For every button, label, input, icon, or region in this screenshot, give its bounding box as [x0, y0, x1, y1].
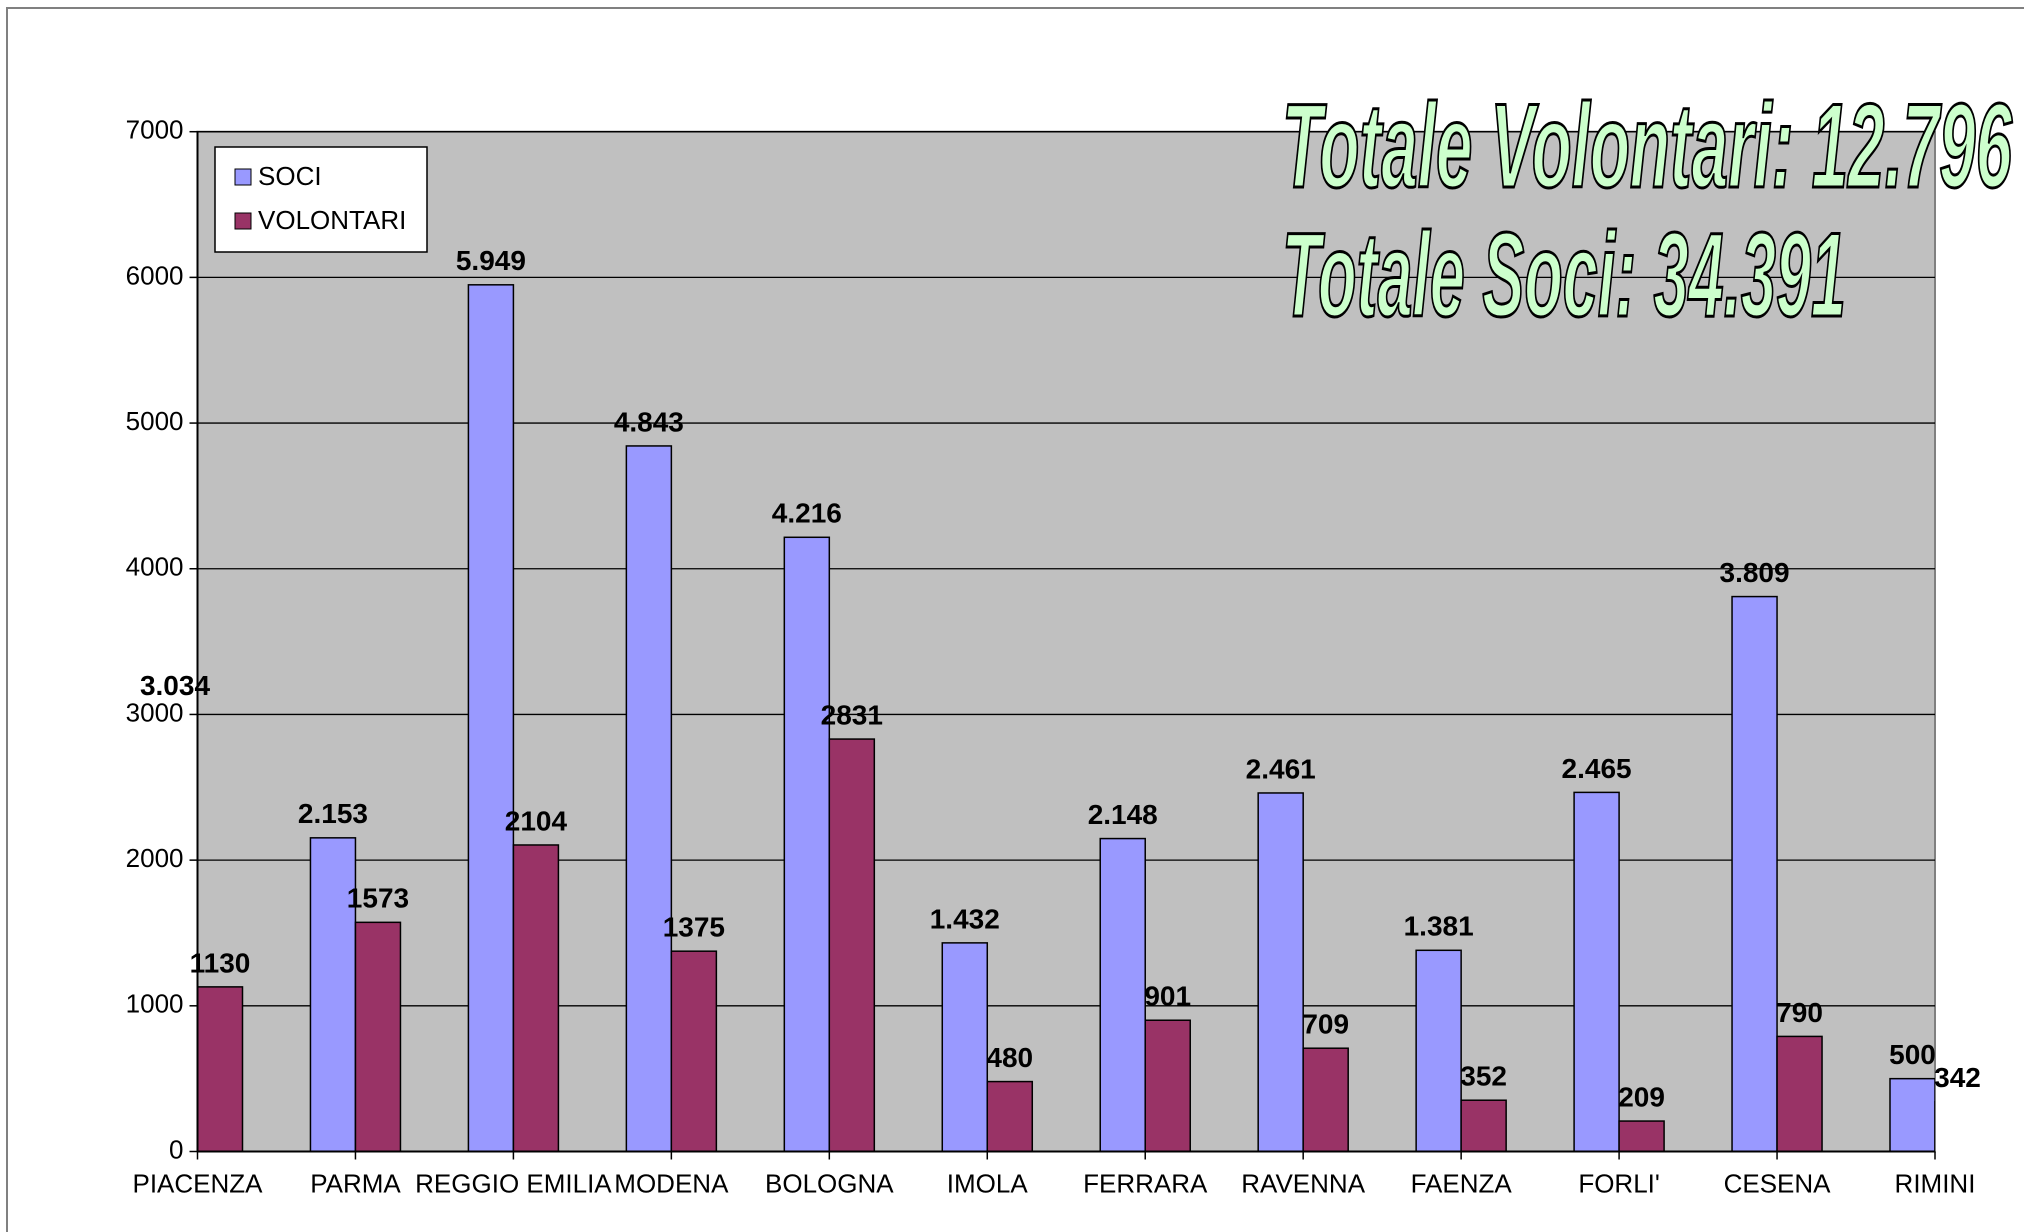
x-tick-label: MODENA [614, 1168, 729, 1198]
value-label: 1573 [347, 883, 409, 914]
y-tick-label: 5000 [126, 406, 184, 436]
legend-box [214, 146, 428, 253]
bar [670, 950, 718, 1152]
annotation: Totale Soci: 34.391 [1282, 208, 1846, 342]
x-tick-label: IMOLA [947, 1168, 1029, 1198]
bar [941, 942, 989, 1152]
bar [1415, 949, 1462, 1152]
bar [197, 708, 199, 1152]
legend-swatch [234, 212, 252, 230]
annotation: Totale Volontari: 12.796 [1282, 79, 2013, 213]
value-label: 2.461 [1246, 753, 1316, 784]
value-label: 4.216 [772, 498, 842, 529]
y-tick-label: 2000 [126, 843, 184, 873]
bar [625, 445, 673, 1152]
x-tick-label: FORLI' [1578, 1168, 1660, 1198]
x-tick-label: PIACENZA [132, 1168, 263, 1198]
bar [1731, 595, 1778, 1152]
value-label: 4.843 [614, 406, 684, 437]
value-label: 1.432 [930, 903, 1000, 934]
value-label: 2831 [821, 699, 883, 730]
bar [1889, 1077, 1935, 1152]
x-tick-label: BOLOGNA [765, 1168, 894, 1198]
bar [1302, 1047, 1349, 1152]
bar [1144, 1019, 1191, 1152]
bar [197, 986, 244, 1152]
x-tick-label: PARMA [310, 1168, 401, 1198]
y-tick-label: 0 [169, 1134, 183, 1164]
value-label: 1375 [663, 912, 725, 943]
value-label: 790 [1776, 997, 1823, 1028]
value-label: 2.465 [1562, 753, 1632, 784]
value-label: 3.809 [1720, 557, 1790, 588]
value-label: 709 [1302, 1009, 1349, 1040]
bar [512, 844, 560, 1152]
x-tick-label: CESENA [1724, 1168, 1832, 1198]
bar [828, 738, 876, 1152]
y-tick-label: 1000 [126, 989, 184, 1019]
bar [1460, 1099, 1507, 1152]
value-label: 2.148 [1088, 799, 1158, 830]
bar [986, 1080, 1034, 1152]
value-label: 2104 [505, 805, 568, 836]
bar [783, 536, 831, 1152]
value-label: 5.949 [456, 245, 526, 276]
value-label: 500 [1889, 1039, 1936, 1070]
value-label: 342 [1934, 1062, 1981, 1093]
bar [354, 921, 402, 1152]
y-tick-label: 4000 [126, 552, 184, 582]
y-tick-label: 3000 [126, 697, 184, 727]
value-label: 480 [986, 1042, 1033, 1073]
y-tick-label: 6000 [126, 260, 184, 290]
legend-label: VOLONTARI [258, 205, 406, 235]
x-tick-label: RAVENNA [1241, 1168, 1365, 1198]
value-label: 352 [1460, 1061, 1507, 1092]
value-label: 209 [1618, 1081, 1665, 1112]
x-tick-label: FERRARA [1083, 1168, 1208, 1198]
x-tick-label: RIMINI [1895, 1168, 1976, 1198]
legend-label: SOCI [258, 161, 322, 191]
frame [6, 7, 2024, 1232]
legend-swatch [234, 168, 252, 186]
value-label: 2.153 [298, 798, 368, 829]
bar [1776, 1035, 1823, 1152]
bar [467, 284, 515, 1152]
y-tick-label: 7000 [126, 115, 184, 145]
value-label: 1.381 [1404, 911, 1474, 942]
bar [1618, 1120, 1665, 1152]
value-label: 901 [1144, 981, 1191, 1012]
x-tick-label: REGGIO EMILIA [415, 1168, 612, 1198]
bar [1257, 792, 1304, 1152]
bar [1573, 791, 1620, 1152]
value-label: 3.034 [140, 670, 210, 701]
value-label: 1130 [190, 947, 251, 978]
bar [1099, 837, 1146, 1152]
bar [1934, 1100, 1935, 1152]
x-tick-label: FAENZA [1411, 1168, 1513, 1198]
